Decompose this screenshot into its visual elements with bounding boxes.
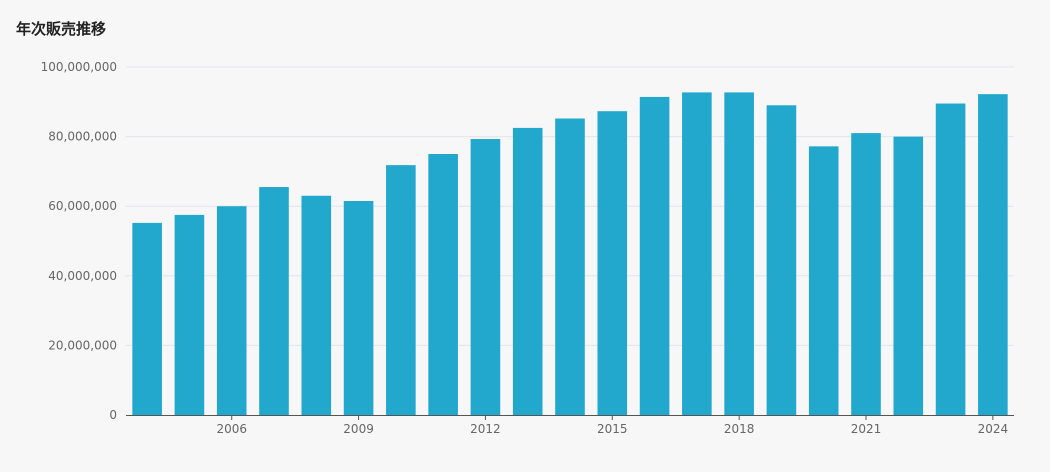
y-tick-label: 20,000,000 bbox=[48, 338, 117, 352]
bar-2019 bbox=[766, 105, 797, 415]
bar-2016 bbox=[639, 96, 670, 415]
bar-2007 bbox=[259, 187, 289, 415]
bar-2006 bbox=[216, 206, 247, 415]
bar-2004 bbox=[132, 222, 162, 415]
bar-2010 bbox=[386, 165, 416, 415]
x-tick-label: 2015 bbox=[597, 422, 628, 436]
y-tick-label: 40,000,000 bbox=[48, 269, 117, 283]
y-tick-label: 60,000,000 bbox=[48, 199, 117, 213]
y-tick-label: 0 bbox=[109, 408, 117, 422]
bar-2017 bbox=[682, 92, 712, 416]
bar-2023 bbox=[935, 103, 966, 415]
bar-2013 bbox=[512, 127, 543, 416]
x-axis: 2006 2009 2012 2015 2018 2021 2024 bbox=[126, 415, 1014, 436]
x-tick-label: 2018 bbox=[724, 422, 755, 436]
bar-2024 bbox=[978, 94, 1008, 416]
chart-title: 年次販売推移 bbox=[16, 20, 107, 38]
x-tick-label: 2024 bbox=[978, 422, 1009, 436]
y-tick-label: 80,000,000 bbox=[48, 130, 117, 144]
x-tick-label: 2006 bbox=[216, 422, 247, 436]
bar-2008 bbox=[301, 195, 332, 415]
y-axis-ticks: 0 20,000,000 40,000,000 60,000,000 80,000,00… bbox=[41, 60, 117, 422]
bars bbox=[132, 92, 1008, 416]
bar-2012 bbox=[470, 139, 501, 415]
bar-2014 bbox=[555, 118, 585, 415]
bar-2011 bbox=[428, 154, 458, 415]
bar-2005 bbox=[174, 214, 205, 415]
bar-2009 bbox=[343, 200, 374, 415]
x-tick-label: 2009 bbox=[343, 422, 374, 436]
bar-2015 bbox=[597, 111, 628, 416]
y-tick-label: 100,000,000 bbox=[41, 60, 117, 74]
bar-2021 bbox=[851, 133, 881, 415]
bar-2020 bbox=[808, 146, 839, 415]
x-tick-label: 2021 bbox=[851, 422, 882, 436]
bar-2022 bbox=[893, 136, 924, 415]
x-tick-label: 2012 bbox=[470, 422, 501, 436]
bar-2018 bbox=[724, 92, 754, 416]
